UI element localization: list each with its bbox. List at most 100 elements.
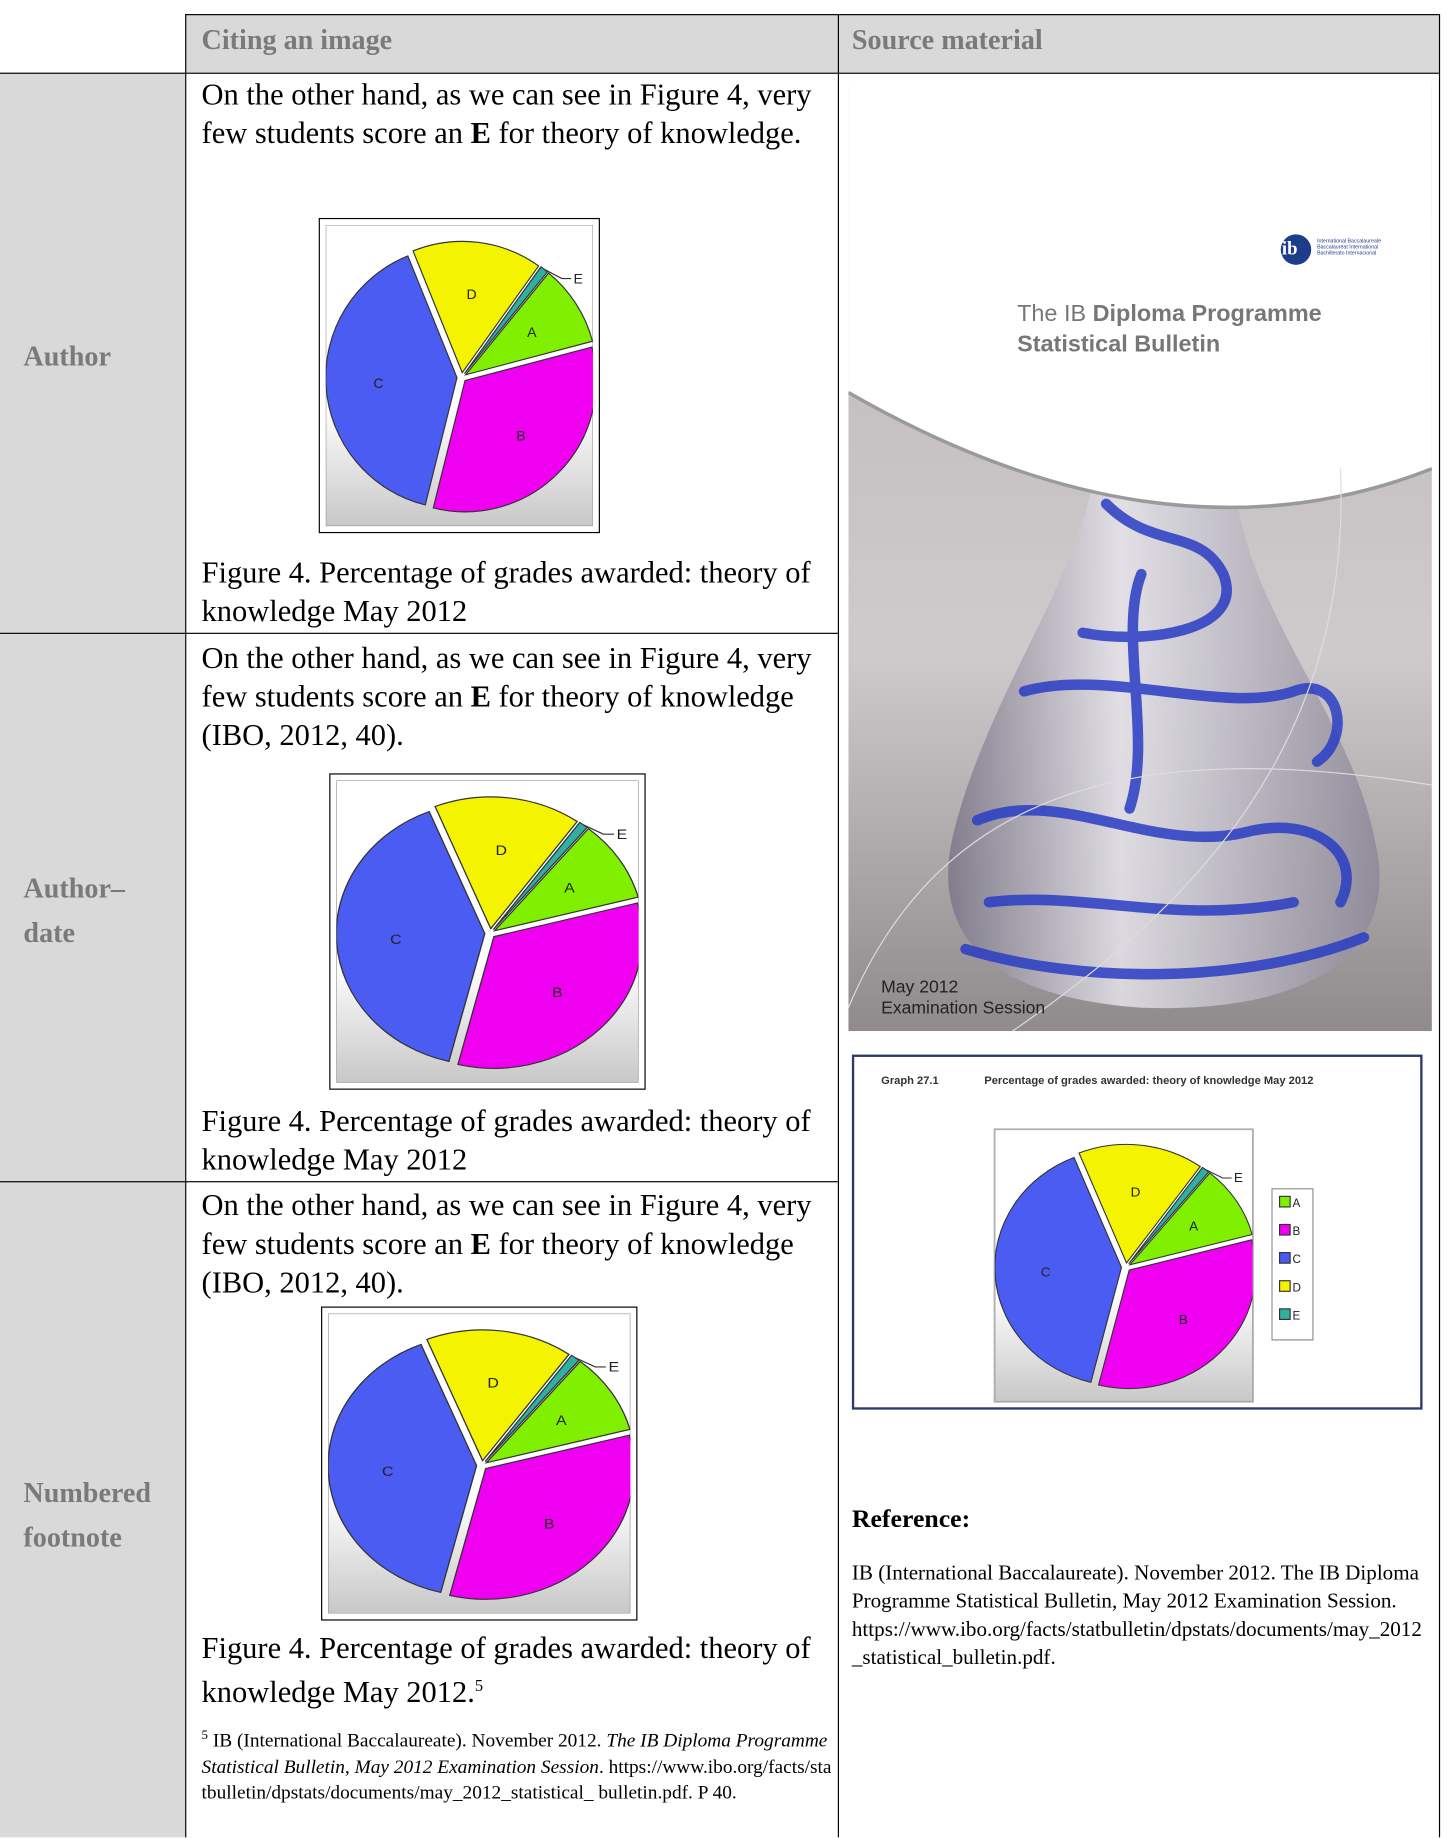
slice-label: E [574,270,583,286]
slice-label: C [373,375,383,391]
slice-label: B [544,1516,555,1532]
footnote: 5 IB (International Baccalaureate). Nove… [202,1723,837,1806]
graph-number: Graph 27.1 [881,1074,939,1088]
cover-subtitle: Statistical Bulletin [1017,331,1220,357]
pie-slice [1078,1143,1202,1264]
table-border [185,14,1439,16]
paragraph: On the other hand, as we can see in Figu… [202,1186,830,1302]
vase [948,468,1380,1009]
italic-text: The IB Diploma Programme Statistical Bul… [201,1728,828,1777]
slice-label: C [382,1464,394,1480]
legend-label: E [1292,1309,1300,1322]
pie-frame: D E A B C [993,1128,1254,1403]
footnote-number: 5 [201,1728,208,1743]
paragraph: On the other hand, as we can see in Figu… [202,75,830,152]
cover-white [848,82,1432,508]
text: IB (International Baccalaureate). Novemb… [212,1728,607,1752]
pie-chart: D E A B C [336,780,639,1083]
table-border [1438,14,1441,1838]
logo-text: Baccalauréat International [1317,244,1378,250]
logo-text: Bachillerato Internacional [1317,250,1376,256]
pie-slice [484,1354,580,1462]
footnote-ref: 5 [474,1677,484,1696]
pie-slice [464,266,549,374]
pie-chart: D E A B C [328,1313,631,1614]
legend-label: A [1292,1197,1300,1210]
table-border [837,14,839,1838]
pie-slice [492,821,589,930]
legend-swatch [1278,1223,1291,1236]
cover-arc [1012,468,1342,1032]
slice-label: C [1041,1265,1051,1279]
logo-letter: ib [1282,238,1298,259]
pie-slice [1128,1172,1253,1266]
figure: D E A B C [318,217,600,534]
pie-slice [336,810,486,1063]
source-graph: Graph 27.1 Percentage of grades awarded:… [851,1054,1423,1410]
slice-label: E [608,1359,619,1375]
row-label-line: date [23,918,75,950]
cover-session: Examination Session [881,998,1045,1018]
pie-slice [432,346,593,513]
row-label-line: Author– [23,874,125,905]
pie-slice [484,1360,631,1464]
pie-slice [328,1343,478,1594]
text: On the other hand, as we can see in Figu… [201,640,812,714]
table-border [185,14,187,1838]
logo-text: International Baccalaureate [1317,239,1381,245]
row-label-line: Numbered [23,1478,152,1510]
pie-slice [994,1156,1123,1383]
pie-slice [457,902,639,1069]
row-label: Author– date [23,867,125,956]
caption: Figure 4. Percentage of grades awarded: … [201,1103,811,1177]
slice-label: B [1179,1313,1188,1327]
text: On the other hand, as we can see in Figu… [201,77,812,150]
pie-chart: D E A B C [994,1129,1253,1402]
header-bg [185,14,1439,73]
table-border [0,632,838,634]
slice-label: C [390,932,402,948]
reference-text: IB (International Baccalaureate). Novemb… [851,1560,1422,1669]
pie-slice [412,240,540,374]
legend-box [1271,1188,1314,1341]
text: for theory of knowledge. [490,116,802,150]
legend-swatch [1278,1280,1291,1292]
bold-text: E [470,679,491,714]
paragraph: On the other hand, as we can see in Figu… [202,639,830,755]
table-border [0,1181,838,1183]
row-label: Numbered footnote [23,1472,151,1561]
pie-slice [434,796,579,930]
cover-session: May 2012 [881,976,958,996]
pie-slice [1097,1239,1253,1390]
column-header: Citing an image [201,25,393,57]
logo-mark [1280,234,1312,265]
slice-label: A [556,1413,567,1429]
legend-swatch [1278,1252,1291,1264]
pie-slice [464,272,593,376]
slice-label: B [552,985,563,1001]
text: Figure 4. Percentage of grades awarded: … [201,1631,811,1710]
pie-slice [1128,1166,1210,1265]
legend-swatch [1278,1308,1291,1320]
bold-text: E [470,116,491,150]
pie-slice [492,827,639,932]
figure: D E A B C [329,773,646,1090]
legend-label: C [1292,1253,1300,1266]
cover-image: ib International Baccalaureate Baccalaur… [848,82,1432,1032]
pie-slice [325,255,458,506]
slice-label: A [564,880,575,896]
row-label: Author [23,335,110,380]
leader-line [575,1357,606,1368]
bold-text: E [470,1226,491,1261]
leader-line [543,268,572,280]
slice-label: A [1189,1219,1198,1233]
legend-swatch [1278,1195,1291,1208]
reference-heading: Reference: [851,1503,971,1533]
row-label-line: Author [23,342,111,373]
slice-label: E [617,827,628,843]
pie-slice [448,1434,631,1600]
pie-slice [426,1329,570,1462]
graph-title: Percentage of grades awarded: theory of … [984,1074,1314,1088]
cover-arc [848,768,1432,1008]
caption: Figure 4. Percentage of grades awarded: … [201,555,811,629]
